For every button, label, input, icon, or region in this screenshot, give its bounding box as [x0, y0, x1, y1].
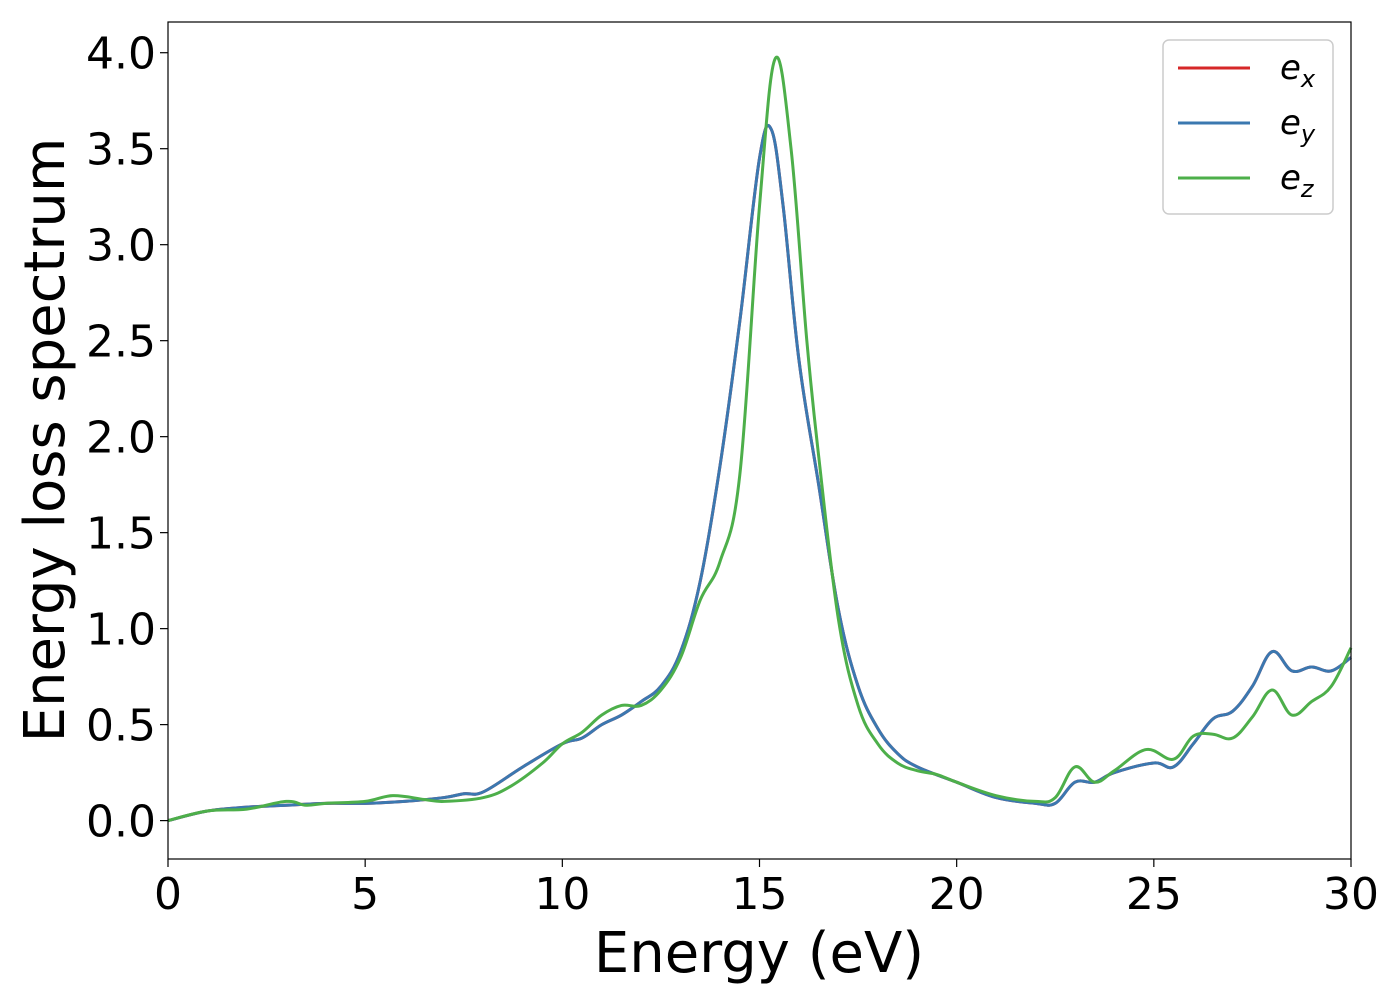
x-tick-label: 5: [351, 869, 379, 920]
x-tick-label: 30: [1323, 869, 1379, 920]
legend-label-ez: ez: [1280, 158, 1315, 203]
y-axis-label: Energy loss spectrum: [13, 138, 78, 743]
y-tick-label: 0.5: [86, 701, 156, 752]
legend-label-ey: ey: [1280, 103, 1316, 148]
series-line-ez: [167, 55, 1353, 823]
series-layer: [167, 55, 1353, 823]
legend-label-ex: ex: [1280, 48, 1316, 93]
y-tick-label: 2.5: [86, 317, 156, 368]
x-axis-label: Energy (eV): [594, 921, 924, 986]
x-tick-label: 15: [732, 869, 788, 920]
series-line-ey: [167, 124, 1352, 823]
x-axis-ticks: 0 5 10 15 20 25 30: [154, 859, 1379, 920]
y-tick-label: 1.5: [86, 509, 156, 560]
y-tick-label: 4.0: [86, 29, 156, 80]
x-tick-label: 0: [154, 869, 182, 920]
x-tick-label: 25: [1126, 869, 1182, 920]
x-tick-label: 10: [534, 869, 590, 920]
x-tick-label: 20: [929, 869, 985, 920]
y-tick-label: 2.0: [86, 413, 156, 464]
legend: ex ey ez: [1162, 39, 1334, 215]
y-tick-label: 3.5: [86, 125, 156, 176]
y-tick-label: 0.0: [86, 797, 156, 848]
y-tick-label: 1.0: [86, 605, 156, 656]
y-tick-label: 3.0: [86, 221, 156, 272]
legend-box: [1162, 39, 1334, 215]
y-axis-ticks: 0.0 0.5 1.0 1.5 2.0 2.5 3.0 3.5 4.0: [86, 29, 168, 848]
